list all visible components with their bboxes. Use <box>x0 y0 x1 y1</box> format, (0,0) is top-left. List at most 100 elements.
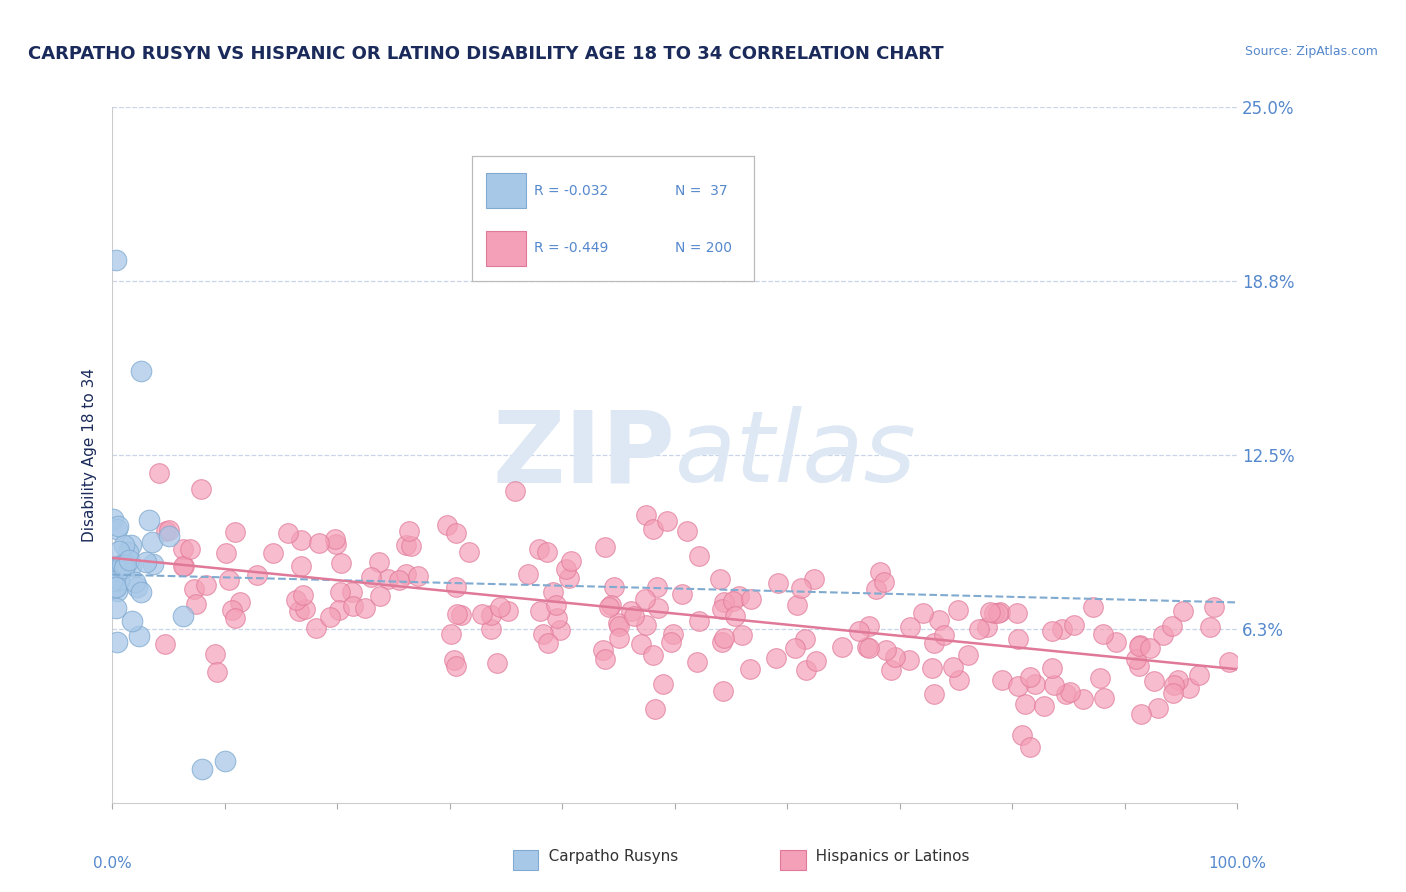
Text: atlas: atlas <box>675 407 917 503</box>
Point <box>922 636 945 650</box>
Point <box>711 684 734 698</box>
Point <box>1011 727 1033 741</box>
Point <box>191 763 214 777</box>
Point <box>112 560 135 574</box>
Point <box>623 609 645 624</box>
Point <box>1088 671 1111 685</box>
Point <box>1160 618 1182 632</box>
Point <box>1033 698 1056 713</box>
Point <box>105 522 128 536</box>
Point <box>804 654 827 668</box>
Point <box>108 574 131 588</box>
Text: 0.0%: 0.0% <box>93 856 132 871</box>
Point <box>148 466 170 480</box>
Point <box>104 559 127 574</box>
Point <box>1188 667 1211 681</box>
Point <box>117 544 139 558</box>
Point <box>898 652 921 666</box>
Point <box>633 592 655 607</box>
Point <box>1125 652 1147 666</box>
Point <box>607 619 630 633</box>
Point <box>1129 707 1152 722</box>
Point <box>1052 622 1074 636</box>
Point <box>531 626 554 640</box>
Point <box>142 557 165 571</box>
Point <box>875 642 897 657</box>
Point <box>398 524 420 538</box>
Point <box>1199 620 1222 634</box>
Point <box>1147 701 1170 715</box>
Point <box>928 613 950 627</box>
Point <box>328 603 350 617</box>
Point <box>558 571 581 585</box>
Point <box>921 661 943 675</box>
Point <box>107 519 129 533</box>
Point <box>1104 634 1126 648</box>
Point <box>172 609 194 624</box>
Point <box>471 607 494 621</box>
Point <box>956 648 979 662</box>
Point <box>740 591 762 606</box>
Point <box>129 585 152 599</box>
Point <box>987 607 1010 621</box>
Point <box>709 573 731 587</box>
Point <box>207 665 229 679</box>
Point <box>194 578 217 592</box>
Point <box>138 513 160 527</box>
Point <box>108 543 131 558</box>
Point <box>1202 599 1225 614</box>
Point <box>600 598 623 612</box>
Point <box>765 650 787 665</box>
Point <box>1218 655 1240 669</box>
Point <box>104 581 127 595</box>
Point <box>354 600 377 615</box>
Point <box>651 677 673 691</box>
Point <box>443 653 465 667</box>
Point <box>541 584 564 599</box>
Point <box>124 575 146 590</box>
Point <box>634 508 657 522</box>
Point <box>858 619 880 633</box>
Point <box>873 574 896 589</box>
Point <box>856 640 879 654</box>
Point <box>676 524 699 538</box>
Point <box>105 634 128 648</box>
Point <box>711 635 734 649</box>
Point <box>395 537 418 551</box>
Text: Hispanics or Latinos: Hispanics or Latinos <box>801 849 970 863</box>
Point <box>1043 678 1066 692</box>
Point <box>172 559 194 574</box>
Point <box>537 636 560 650</box>
Point <box>803 572 825 586</box>
Point <box>1081 600 1104 615</box>
Point <box>288 604 311 618</box>
Point <box>595 652 617 666</box>
Point <box>831 640 853 655</box>
Point <box>329 585 352 599</box>
Point <box>536 545 558 559</box>
Point <box>1007 607 1029 621</box>
Point <box>153 637 176 651</box>
Point <box>1007 632 1029 647</box>
Point <box>1040 661 1063 675</box>
Point <box>157 523 180 537</box>
Point <box>991 673 1014 687</box>
Point <box>155 524 177 539</box>
Point <box>457 545 479 559</box>
Point <box>141 534 163 549</box>
Point <box>118 553 141 567</box>
Text: 100.0%: 100.0% <box>1208 856 1267 871</box>
Point <box>104 253 127 268</box>
Point <box>688 549 710 563</box>
Point <box>135 555 157 569</box>
Point <box>183 582 205 597</box>
Point <box>277 526 299 541</box>
Point <box>942 660 965 674</box>
Point <box>979 605 1001 619</box>
Point <box>630 637 652 651</box>
Point <box>647 581 669 595</box>
Point <box>922 687 945 701</box>
Point <box>325 537 347 551</box>
Point <box>172 541 194 556</box>
Point <box>598 599 620 614</box>
